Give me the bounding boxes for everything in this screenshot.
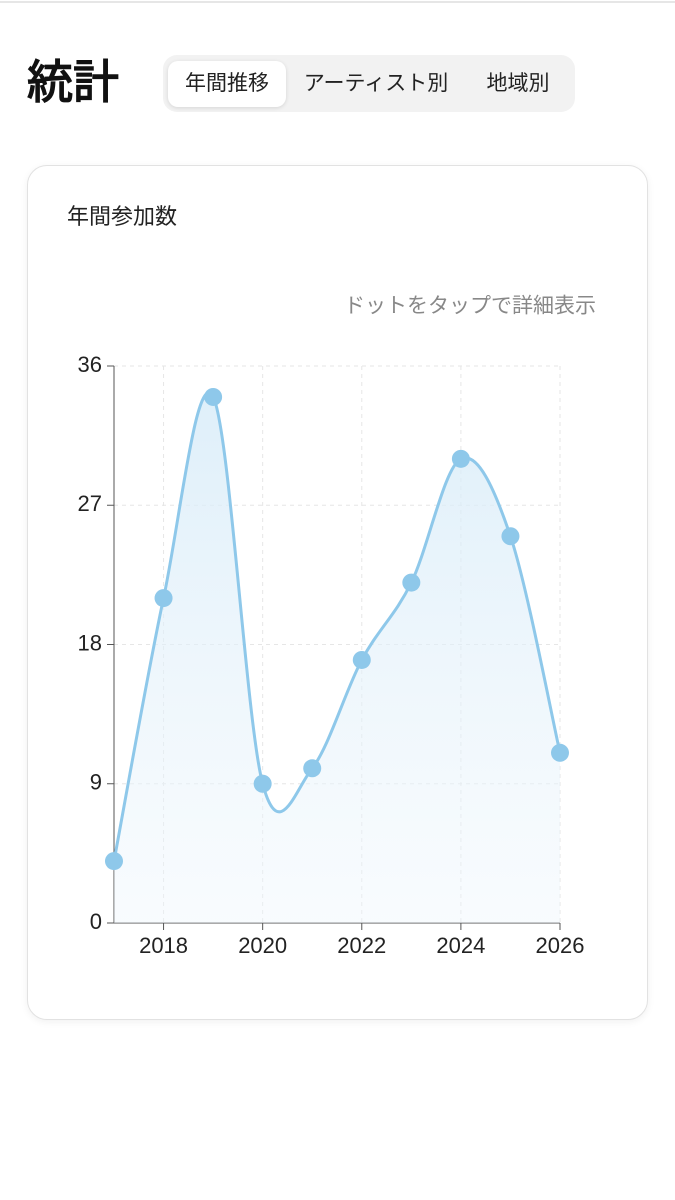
- page-title: 統計: [27, 56, 119, 108]
- divider: [0, 1, 675, 3]
- area: [114, 392, 560, 923]
- point[interactable]: [253, 774, 272, 793]
- y-tick-label: 36: [78, 352, 102, 377]
- point[interactable]: [501, 527, 520, 546]
- y-tick-label: 18: [78, 630, 102, 655]
- point[interactable]: [105, 852, 123, 871]
- x-tick-label: 2022: [337, 933, 386, 958]
- point[interactable]: [154, 589, 173, 608]
- tab[interactable]: アーティスト別: [303, 71, 449, 95]
- point[interactable]: [451, 449, 470, 468]
- y-tick-label: 0: [90, 909, 102, 934]
- tab-bar: 年間推移 アーティスト別 地域別: [163, 55, 575, 112]
- point[interactable]: [204, 387, 223, 406]
- x-tick-label: 2020: [238, 933, 287, 958]
- y-tick-label: 9: [90, 770, 102, 795]
- x-tick-label: 2018: [139, 933, 188, 958]
- x-tick-label: 2026: [536, 933, 585, 958]
- chart-hint: ドットをタップで詳細表示: [344, 295, 596, 318]
- line: [112, 391, 562, 862]
- point[interactable]: [402, 573, 421, 592]
- tab[interactable]: 年間推移: [168, 60, 286, 107]
- point[interactable]: [352, 650, 371, 669]
- point[interactable]: [551, 743, 569, 762]
- tab[interactable]: 地域別: [486, 71, 550, 95]
- point[interactable]: [303, 759, 322, 778]
- x-tick-label: 2024: [436, 933, 485, 958]
- chart-title: 年間参加数: [67, 204, 177, 229]
- y-tick-label: 27: [78, 491, 102, 516]
